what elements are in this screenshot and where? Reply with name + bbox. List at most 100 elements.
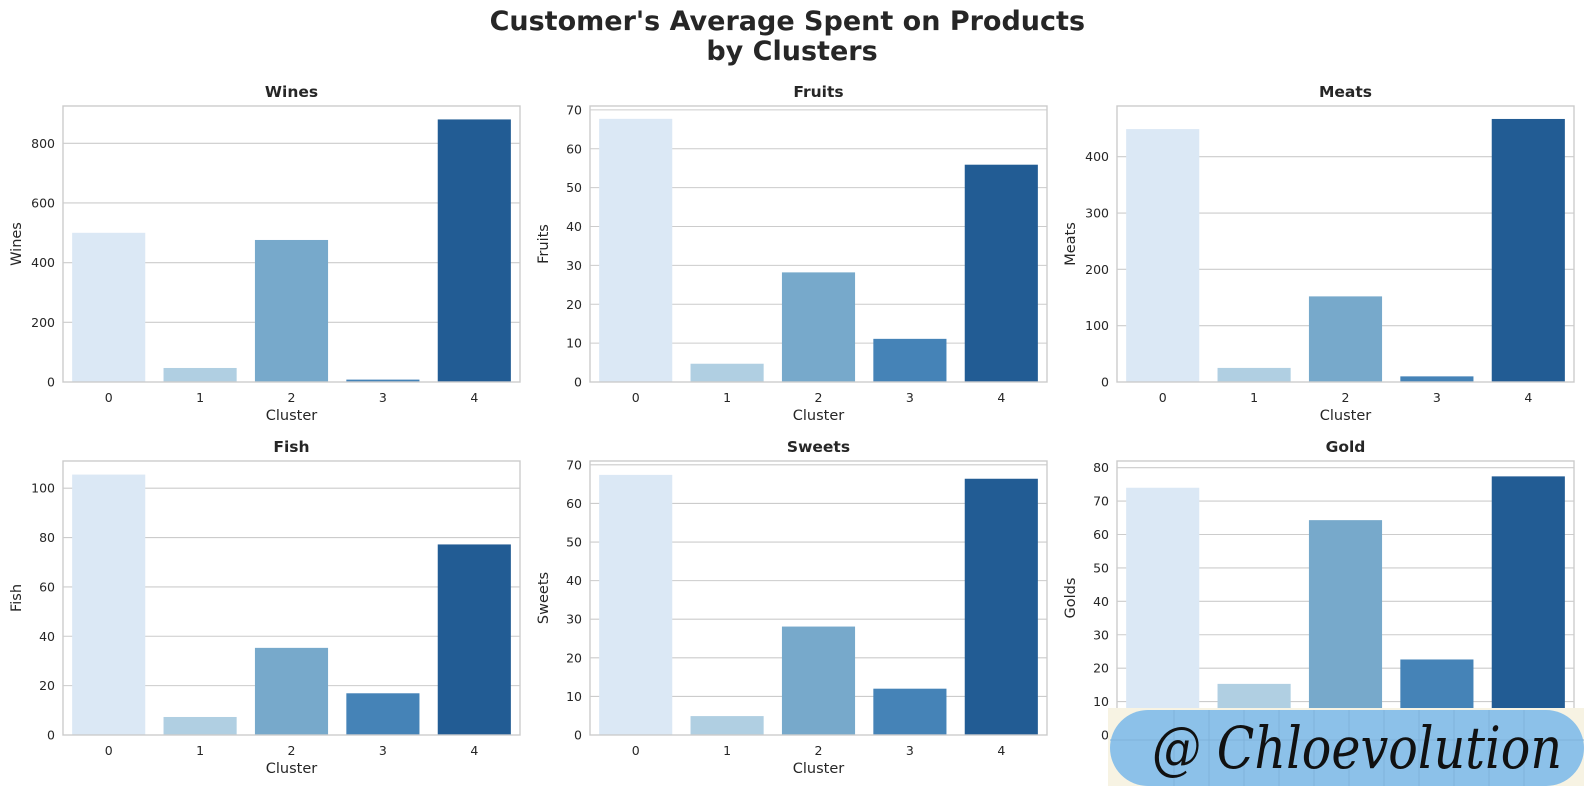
fish-xtick-label: 1 (196, 743, 204, 758)
fruits-x-axis-label: Cluster (793, 408, 845, 424)
fish-ytick-label: 20 (39, 678, 55, 693)
wines-axes-frame (62, 105, 521, 383)
gold-ytick-label: 80 (1093, 460, 1109, 475)
fish-bar-0 (72, 474, 146, 735)
fruits-xtick-label: 1 (723, 390, 731, 405)
figure-title: Customer's Average Spent on Products by … (490, 6, 1095, 67)
fish-panel-title: Fish (273, 438, 309, 456)
fish-xtick-label: 0 (105, 743, 113, 758)
fruits-ytick-label: 40 (566, 219, 582, 234)
sweets-x-axis-label: Cluster (793, 761, 845, 777)
meats-ytick-label: 400 (1085, 149, 1109, 164)
wines-panel-title: Wines (265, 83, 318, 101)
sweets-bar-2 (781, 626, 856, 735)
wines-bar-2 (254, 239, 329, 382)
sweets-ytick-label: 0 (574, 728, 582, 743)
fruits-xtick-label: 0 (632, 390, 640, 405)
meats-xtick-label: 0 (1159, 390, 1167, 405)
fruits-xtick-label: 4 (997, 390, 1005, 405)
fruits-ytick-label: 30 (566, 258, 582, 273)
sweets-ytick-label: 60 (566, 496, 582, 511)
fish-y-axis-label: Fish (9, 584, 25, 612)
sweets-bar-0 (599, 474, 673, 735)
fruits-bar-3 (873, 338, 947, 382)
sweets-ytick-label: 30 (566, 612, 582, 627)
gold-ytick-label: 70 (1093, 494, 1109, 509)
meats-ytick-label: 0 (1101, 375, 1109, 390)
fish-bar-1 (163, 716, 237, 735)
fish-bar-2 (254, 647, 329, 735)
meats-ytick-label: 100 (1085, 318, 1109, 333)
sweets-ytick-label: 10 (566, 689, 582, 704)
sweets-panel-title: Sweets (787, 438, 850, 456)
gold-bar-4 (1491, 476, 1565, 735)
sweets-bar-3 (873, 688, 947, 735)
fruits-bar-1 (690, 363, 764, 382)
meats-bar-0 (1126, 129, 1200, 382)
panel-fruits: 0 10 20 30 40 50 60 70 0 1 2 3 4 Fruits Cluster Fruits (536, 83, 1048, 424)
watermark: @ Chloevolution (1108, 708, 1584, 786)
fish-x-axis-label: Cluster (266, 761, 318, 777)
sweets-xtick-label: 0 (632, 743, 640, 758)
meats-panel-title: Meats (1319, 83, 1372, 101)
gold-ytick-label: 60 (1093, 527, 1109, 542)
fruits-xtick-label: 3 (906, 390, 914, 405)
fish-ytick-label: 100 (31, 481, 55, 496)
gold-bar-0 (1126, 487, 1200, 735)
sweets-ytick-label: 50 (566, 535, 582, 550)
sweets-xtick-label: 1 (723, 743, 731, 758)
fruits-ytick-label: 20 (566, 297, 582, 312)
gold-ytick-label: 0 (1101, 728, 1109, 743)
watermark-badge (1110, 710, 1584, 786)
meats-bar-2 (1308, 296, 1383, 382)
wines-bar-0 (72, 232, 146, 382)
wines-xtick-label: 1 (196, 390, 204, 405)
wines-ytick-label: 200 (31, 315, 55, 330)
gold-ytick-label: 20 (1093, 661, 1109, 676)
fruits-axes-frame (589, 105, 1048, 383)
sweets-axes-frame (589, 460, 1048, 736)
fruits-ytick-label: 60 (566, 141, 582, 156)
sweets-ytick-label: 20 (566, 650, 582, 665)
meats-xtick-label: 3 (1433, 390, 1441, 405)
gold-ytick-label: 50 (1093, 560, 1109, 575)
panel-wines: 0 200 400 600 800 0 1 2 3 4 Wines Cluster Wines (9, 83, 521, 424)
fruits-ytick-label: 0 (574, 375, 582, 390)
figure-title-line-2: by Clusters (706, 36, 877, 67)
fruits-bar-2 (781, 272, 856, 382)
wines-bar-4 (437, 119, 511, 382)
wines-x-axis-label: Cluster (266, 408, 318, 424)
fruits-ytick-label: 50 (566, 180, 582, 195)
wines-ytick-label: 0 (47, 375, 55, 390)
fish-xtick-label: 4 (470, 743, 478, 758)
meats-y-axis-label: Meats (1063, 222, 1079, 266)
watermark-grid-lines (1110, 710, 1584, 786)
fruits-ytick-label: 70 (566, 102, 582, 117)
sweets-ytick-label: 70 (566, 457, 582, 472)
fruits-y-axis-label: Fruits (536, 224, 552, 264)
meats-ytick-label: 300 (1085, 206, 1109, 221)
panel-sweets: 0 10 20 30 40 50 60 70 0 1 2 3 4 Sweets Cluster Sweets (536, 438, 1048, 777)
fish-bar-3 (346, 693, 420, 735)
sweets-bar-4 (964, 478, 1038, 735)
fruits-panel-title: Fruits (793, 83, 843, 101)
sweets-xtick-label: 3 (906, 743, 914, 758)
fish-ytick-label: 40 (39, 629, 55, 644)
wines-ytick-label: 800 (31, 136, 55, 151)
meats-xtick-label: 4 (1524, 390, 1532, 405)
sweets-xtick-label: 4 (997, 743, 1005, 758)
fish-ytick-label: 80 (39, 530, 55, 545)
meats-xtick-label: 1 (1250, 390, 1258, 405)
watermark-signature: @ Chloevolution (1152, 714, 1562, 782)
wines-xtick-label: 2 (288, 390, 296, 405)
fish-axes-frame (62, 460, 521, 736)
fish-xtick-label: 3 (379, 743, 387, 758)
wines-xtick-label: 3 (379, 390, 387, 405)
sweets-y-axis-label: Sweets (536, 572, 552, 624)
fruits-ytick-label: 10 (566, 336, 582, 351)
meats-xtick-label: 2 (1342, 390, 1350, 405)
fish-ytick-label: 0 (47, 728, 55, 743)
sweets-xtick-label: 2 (815, 743, 823, 758)
